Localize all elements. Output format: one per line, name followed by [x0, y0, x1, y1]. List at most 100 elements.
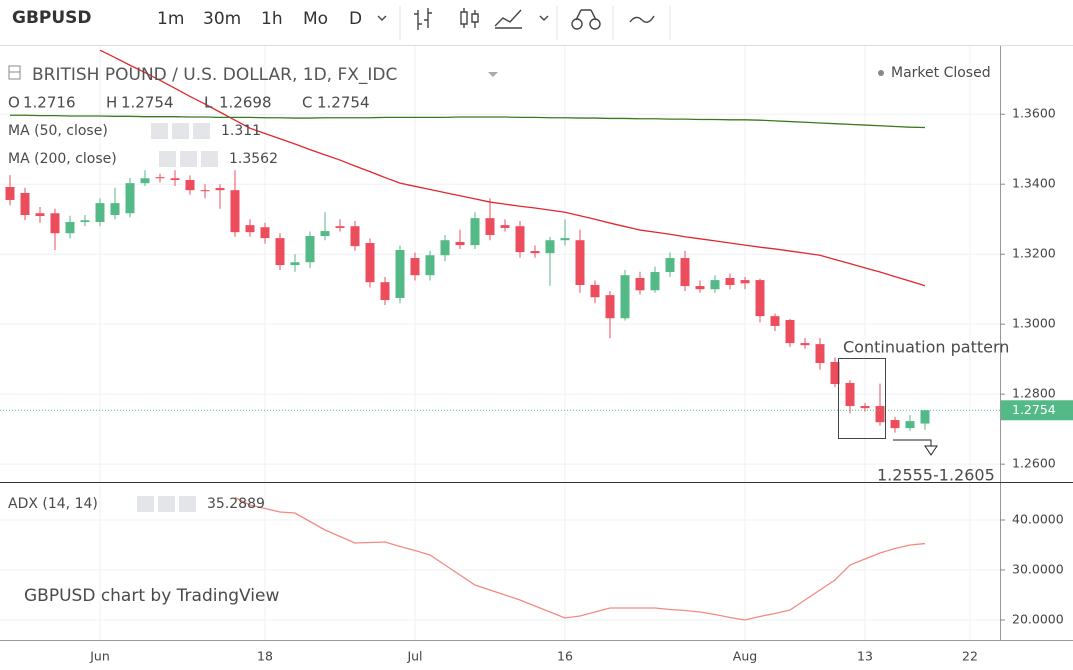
y-tick-label: 1.3200 — [1012, 246, 1056, 261]
last-price-tag — [1001, 400, 1073, 421]
candle-body — [695, 286, 705, 290]
legend-button[interactable] — [179, 496, 196, 512]
candle-body — [785, 319, 795, 344]
area-icon[interactable] — [494, 9, 522, 29]
legend-button[interactable] — [193, 123, 210, 139]
candle-body — [200, 190, 210, 192]
candle-body — [290, 262, 300, 266]
candle-body — [725, 277, 735, 285]
legend-button[interactable] — [137, 496, 154, 512]
candle-body — [590, 284, 600, 298]
candle-body — [185, 180, 195, 191]
dropdown-icon[interactable] — [488, 72, 498, 77]
candle-body — [455, 241, 465, 246]
candle-body — [530, 251, 540, 254]
candle-body — [395, 250, 405, 298]
candle-body — [815, 344, 825, 364]
ohlc-value: 1.2754 — [121, 94, 174, 112]
compare-icon[interactable] — [571, 9, 601, 30]
candle-body — [875, 406, 885, 423]
grid — [0, 46, 1000, 640]
dropdown-icon[interactable] — [377, 15, 387, 21]
candle-body — [335, 226, 345, 228]
candle-body — [515, 226, 525, 253]
x-tick-label: 16 — [557, 649, 573, 664]
candle-body — [20, 192, 30, 216]
candle-body — [635, 277, 645, 291]
candle-body — [485, 218, 495, 235]
y-tick-label: 30.0000 — [1012, 562, 1064, 577]
candle-body — [410, 258, 420, 276]
y-tick-label: 1.3600 — [1012, 106, 1056, 121]
legend-button[interactable] — [201, 151, 218, 167]
y-tick-label: 1.3400 — [1012, 176, 1056, 191]
candle-body — [245, 225, 255, 233]
y-tick-label: 1.3000 — [1012, 316, 1056, 331]
annotation: 1.2555-1.2605 — [877, 466, 995, 485]
x-tick-label: Jul — [406, 649, 422, 664]
arrow-line — [893, 439, 932, 446]
toolbar-separators — [399, 6, 671, 40]
candles-icon[interactable] — [460, 8, 479, 28]
y-tick-label: 1.2800 — [1012, 386, 1056, 401]
y-tick-label: 40.0000 — [1012, 512, 1064, 527]
candle-body — [5, 187, 15, 200]
ohlc-value: 1.2716 — [23, 94, 76, 112]
interval-button[interactable]: D — [349, 9, 362, 29]
indicators-icon[interactable] — [629, 15, 655, 23]
candle-body — [905, 421, 915, 429]
candle-body — [155, 177, 165, 179]
legend-button[interactable] — [172, 123, 189, 139]
chart-title: BRITISH POUND / U.S. DOLLAR, 1D, FX_IDC — [32, 65, 397, 85]
candle-body — [95, 203, 105, 223]
ohlc-label: L — [204, 94, 213, 112]
candle-body — [365, 243, 375, 283]
symbol[interactable]: GBPUSD — [12, 8, 92, 28]
candle-body — [860, 406, 870, 409]
candle-body — [920, 410, 930, 424]
legend-button[interactable] — [151, 123, 168, 139]
candle-body — [680, 258, 690, 287]
indicator-value: 1.311 — [221, 123, 261, 139]
interval-button[interactable]: 1m — [157, 9, 184, 29]
ohlc-value: 1.2698 — [219, 94, 272, 112]
candle-body — [800, 343, 810, 346]
status-dot — [878, 70, 884, 76]
candle-body — [170, 178, 180, 181]
ohlc-label: O — [8, 94, 20, 112]
market-status: Market Closed — [891, 65, 991, 81]
candle-body — [845, 382, 855, 407]
candle-body — [620, 275, 630, 319]
dropdown-icon[interactable] — [539, 15, 549, 21]
candle-body — [350, 226, 360, 247]
candle-body — [215, 188, 225, 191]
x-tick-label: Jun — [89, 649, 110, 664]
bars-icon[interactable] — [414, 8, 432, 30]
candle-body — [545, 240, 555, 254]
annotation: Continuation pattern — [843, 338, 1009, 357]
legend-button[interactable] — [158, 496, 175, 512]
plot — [0, 49, 1000, 621]
credit[interactable]: GBPUSD chart by TradingView — [24, 586, 279, 606]
x-tick-label: Aug — [733, 649, 757, 664]
interval-button[interactable]: 30m — [203, 9, 241, 29]
candle-body — [50, 213, 60, 234]
candle-body — [470, 218, 480, 246]
legend-button[interactable] — [159, 151, 176, 167]
candle-body — [605, 295, 615, 319]
candle-body — [740, 280, 750, 284]
candle-body — [65, 222, 75, 234]
candle-body — [830, 361, 840, 385]
arrow-head — [924, 445, 938, 456]
annotations: Continuation pattern 1.2555-1.2605 — [838, 338, 1009, 485]
candle-body — [380, 282, 390, 301]
ohlc-label: H — [106, 94, 117, 112]
candle-body — [125, 183, 135, 214]
interval-button[interactable]: 1h — [261, 9, 283, 29]
legend-button[interactable] — [180, 151, 197, 167]
candle-body — [305, 236, 315, 263]
indicator-value: 35.2889 — [207, 496, 265, 512]
interval-button[interactable]: Mo — [303, 9, 328, 29]
y-tick-label: 20.0000 — [1012, 612, 1064, 627]
